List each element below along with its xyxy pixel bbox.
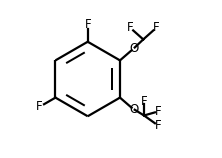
Text: F: F bbox=[154, 119, 161, 132]
Text: F: F bbox=[141, 94, 147, 108]
Text: F: F bbox=[153, 21, 159, 34]
Text: F: F bbox=[154, 105, 161, 118]
Text: O: O bbox=[129, 42, 138, 55]
Text: F: F bbox=[127, 21, 134, 34]
Text: F: F bbox=[84, 18, 91, 31]
Text: O: O bbox=[129, 103, 138, 116]
Text: F: F bbox=[36, 100, 43, 113]
